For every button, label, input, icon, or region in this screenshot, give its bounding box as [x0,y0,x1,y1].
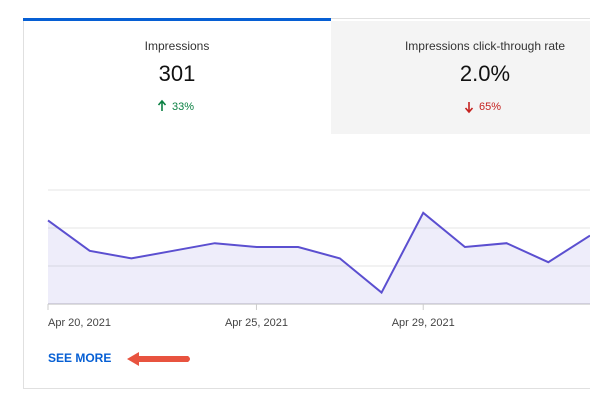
tab-value: 301 [159,61,196,86]
tab-change: 65% [479,101,501,113]
tab-value: 2.0% [460,61,510,86]
tab-label: Impressions click-through rate [405,39,565,53]
see-more-link[interactable]: SEE MORE [48,351,111,365]
tab-label: Impressions [145,39,210,53]
x-tick-label: Apr 29, 2021 [392,317,455,329]
tab-indicator [23,18,331,21]
x-tick-label: Apr 25, 2021 [225,317,288,329]
x-tick-label: Apr 20, 2021 [48,317,111,329]
tab-change: 33% [172,101,194,113]
